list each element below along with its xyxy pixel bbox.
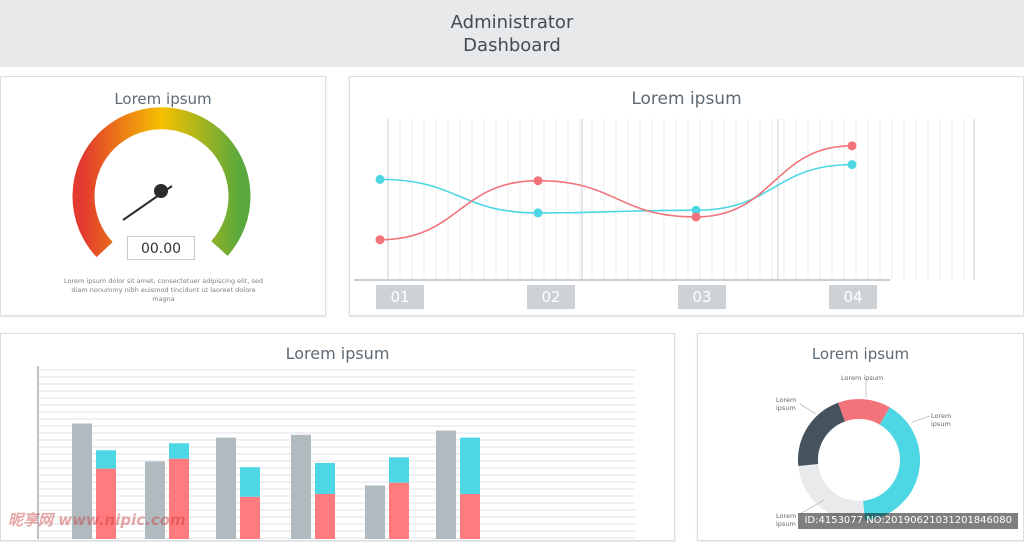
- bar-gray-3: [216, 437, 236, 539]
- gauge-description: Lorem ipsum dolor sit amet, consectetuer…: [64, 277, 263, 303]
- header-title-line1: Administrator: [450, 11, 574, 33]
- page-header: Administrator Dashboard: [0, 0, 1024, 67]
- bar-red-5: [389, 482, 409, 539]
- donut-label-bottom: Lorem ipsum: [776, 512, 797, 528]
- bar-chart: [37, 366, 635, 539]
- line-point-s2-3: [691, 212, 701, 222]
- line-series-2: [379, 145, 853, 241]
- donut-leader-bottom: [799, 499, 825, 515]
- watermark-id: ID:4153077 NO:20190621031201846080: [798, 513, 1018, 529]
- line-point-s2-4: [847, 141, 857, 151]
- bar-red-4: [315, 493, 335, 539]
- donut-slice-3: [798, 463, 866, 521]
- donut-slice-2: [862, 407, 920, 521]
- bar-red-2: [169, 458, 189, 539]
- donut-slice-4: [798, 402, 846, 467]
- line-series-1: [379, 163, 853, 214]
- bar-gray-5: [365, 485, 385, 539]
- bar-chart-panel: Lorem ipsum: [0, 333, 675, 541]
- donut-leader-right: [911, 415, 931, 423]
- line-x-label-04: 04: [829, 285, 877, 309]
- bar-red-1: [96, 468, 116, 539]
- donut-label-right: Lorem ipsum: [931, 412, 952, 428]
- line-point-s1-1: [375, 174, 385, 184]
- donut-panel-title: Lorem ipsum: [811, 345, 910, 363]
- bar-red-3: [240, 496, 260, 539]
- bar-cyan-4: [315, 462, 335, 494]
- gauge-panel: Lorem ipsum 00.00 Lorem ipsum dolor sit …: [0, 76, 326, 316]
- bar-gray-6: [436, 430, 456, 539]
- line-x-label-03: 03: [678, 285, 726, 309]
- line-point-s1-2: [533, 208, 543, 218]
- line-chart: [354, 119, 975, 281]
- gauge-needle-hub: [154, 184, 168, 198]
- bar-cyan-5: [389, 457, 409, 483]
- gauge-chart: [72, 107, 251, 258]
- donut-slice-1: [838, 399, 890, 425]
- watermark-brand: 昵享网 www.nipic.com: [8, 511, 186, 529]
- line-point-s2-2: [533, 176, 543, 186]
- donut-panel: Lorem ipsum Lorem ipsum Lorem ipsum Lore…: [697, 333, 1024, 541]
- header-title-line2: Dashboard: [463, 34, 561, 56]
- donut-label-left: Lorem ipsum: [776, 396, 797, 412]
- donut-chart: [798, 382, 931, 521]
- line-point-s1-3: [691, 205, 701, 215]
- bar-red-6: [460, 493, 480, 539]
- gauge-panel-title: Lorem ipsum: [114, 90, 212, 108]
- line-chart-title: Lorem ipsum: [631, 89, 742, 109]
- line-x-label-01: 01: [376, 285, 424, 309]
- bar-chart-title: Lorem ipsum: [285, 344, 390, 363]
- bar-cyan-3: [240, 467, 260, 497]
- line-point-s1-4: [847, 160, 857, 170]
- bar-cyan-2: [169, 443, 189, 459]
- gauge-arc: [72, 107, 251, 258]
- bar-cyan-6: [460, 437, 480, 494]
- line-chart-panel: Lorem ipsum 01 02 03 04: [349, 76, 1024, 316]
- bar-gray-2: [145, 461, 165, 539]
- line-point-s2-1: [375, 235, 385, 245]
- gauge-value-box: 00.00: [127, 236, 195, 260]
- bar-gray-1: [72, 423, 92, 539]
- donut-leader-left: [799, 403, 817, 415]
- bar-cyan-1: [96, 450, 116, 469]
- line-x-label-02: 02: [527, 285, 575, 309]
- bar-gray-4: [291, 434, 311, 539]
- donut-label-top: Lorem ipsum: [841, 374, 884, 382]
